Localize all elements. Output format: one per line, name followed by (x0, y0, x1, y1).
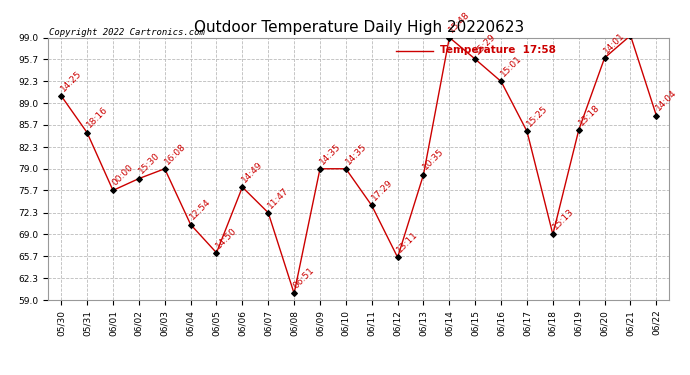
Text: 17:58: 17:58 (0, 374, 1, 375)
Point (599, 55, 610, 61)
Text: 14:35: 14:35 (318, 141, 342, 166)
Point (211, 250, 222, 256)
Point (81, 130, 92, 136)
Text: 15:29: 15:29 (473, 32, 497, 56)
Point (625, 33, 636, 39)
Text: 14:49: 14:49 (240, 160, 265, 184)
Text: 15:48: 15:48 (447, 10, 472, 35)
Text: 13:11: 13:11 (395, 230, 420, 255)
Point (366, 202, 377, 208)
Point (185, 222, 196, 228)
Text: 18:16: 18:16 (85, 105, 110, 130)
Text: 11:47: 11:47 (266, 185, 290, 210)
Point (444, 34, 455, 40)
Point (133, 176, 144, 181)
Text: Copyright 2022 Cartronics.com: Copyright 2022 Cartronics.com (49, 28, 205, 37)
Point (418, 172, 429, 178)
Text: Temperature  17:58: Temperature 17:58 (440, 45, 555, 56)
Point (495, 78, 506, 84)
Point (288, 290, 299, 296)
Text: 14:25: 14:25 (59, 69, 83, 93)
Text: 14:50: 14:50 (215, 225, 239, 250)
Point (237, 184, 248, 190)
Point (263, 210, 274, 216)
Point (547, 231, 558, 237)
Text: 15:25: 15:25 (525, 104, 549, 129)
Text: 14:04: 14:04 (654, 88, 679, 113)
Point (573, 127, 584, 133)
Text: 10:35: 10:35 (422, 147, 446, 172)
Text: 12:54: 12:54 (188, 197, 213, 222)
Point (56, 93, 67, 99)
Point (470, 56, 481, 62)
Text: 14:01: 14:01 (602, 30, 627, 55)
Point (340, 166, 351, 172)
Point (159, 166, 170, 172)
Text: 15:30: 15:30 (137, 151, 161, 176)
Point (392, 254, 403, 260)
Text: 15:13: 15:13 (551, 207, 575, 232)
Point (522, 128, 533, 134)
Title: Outdoor Temperature Daily High 20220623: Outdoor Temperature Daily High 20220623 (194, 20, 524, 35)
Text: 17:29: 17:29 (370, 178, 394, 203)
Text: 14:35: 14:35 (344, 141, 368, 166)
Text: 15:01: 15:01 (499, 54, 524, 79)
Text: 00:00: 00:00 (111, 163, 135, 188)
Text: 06:51: 06:51 (292, 266, 317, 291)
Point (315, 166, 326, 172)
Point (651, 112, 662, 118)
Point (108, 188, 119, 194)
Text: 13:18: 13:18 (577, 103, 601, 127)
Text: 16:08: 16:08 (163, 141, 187, 166)
